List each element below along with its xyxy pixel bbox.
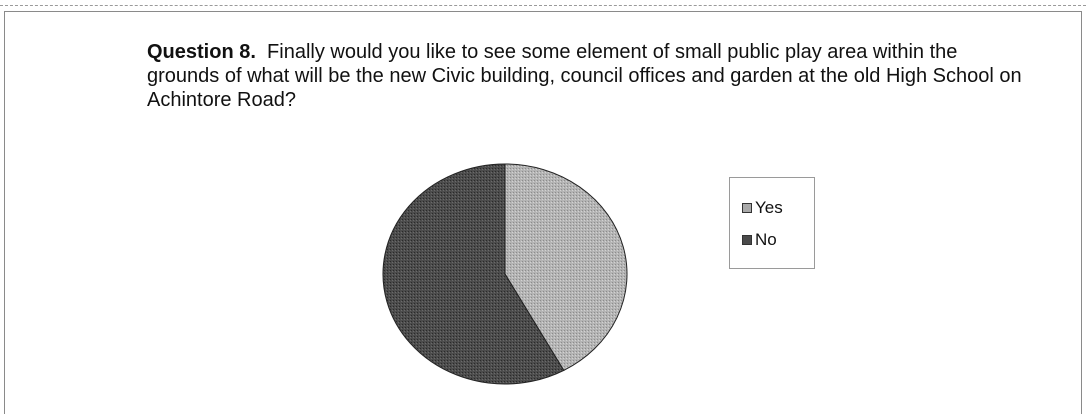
question-label: Question 8. bbox=[147, 41, 256, 63]
pie-slice-no bbox=[382, 163, 565, 385]
legend-swatch-yes bbox=[742, 203, 752, 213]
legend-item-no: No bbox=[742, 230, 777, 250]
chart-legend: Yes No bbox=[729, 177, 815, 269]
legend-label-yes: Yes bbox=[755, 198, 783, 217]
pie-slice-yes bbox=[504, 163, 628, 372]
question-body: Finally would you like to see some eleme… bbox=[147, 41, 1022, 111]
legend-item-yes: Yes bbox=[742, 198, 783, 218]
legend-swatch-no bbox=[742, 235, 752, 245]
legend-label-no: No bbox=[755, 230, 777, 249]
question-text: Question 8. Finally would you like to se… bbox=[147, 40, 1027, 112]
top-dashed-rule bbox=[0, 0, 1086, 6]
